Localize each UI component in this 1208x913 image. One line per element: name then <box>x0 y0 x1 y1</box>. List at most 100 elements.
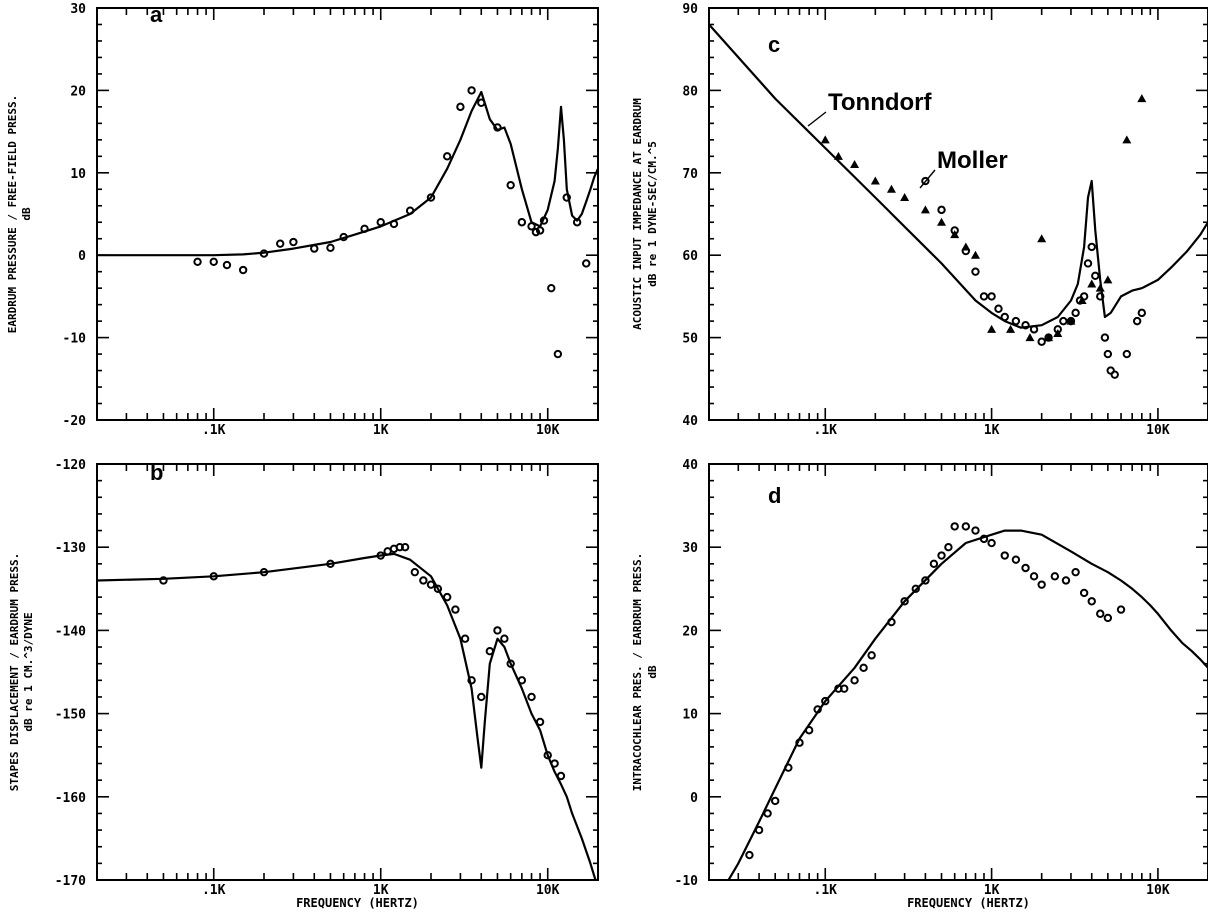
data-point-triangle <box>1006 324 1016 333</box>
data-point-circle <box>259 249 269 258</box>
data-point-circle <box>456 102 465 112</box>
data-point-circle <box>451 605 460 614</box>
data-point-triangle <box>1044 333 1054 342</box>
chart-panel-b: .1K 1K 10K -170 -160 -150 -140 -130 -120 STAPES D… <box>8 458 599 910</box>
data-point-circle <box>1110 370 1119 379</box>
data-point-circle <box>426 193 436 202</box>
data-point-circle <box>193 257 202 266</box>
data-point-circle <box>405 206 415 215</box>
data-point-triangle <box>920 205 930 214</box>
data-point-circle <box>1050 572 1060 581</box>
data-point-circle <box>1059 316 1068 326</box>
x-tick-label: 10K <box>536 883 560 898</box>
data-point-circle <box>376 218 385 227</box>
data-point-circle <box>339 232 348 242</box>
data-point-circle <box>1021 563 1030 573</box>
data-point-triangle <box>1066 316 1076 325</box>
data-point-circle <box>994 304 1003 313</box>
data-point-circle <box>426 580 436 589</box>
data-point-circle <box>804 726 814 735</box>
data-point-triangle <box>1087 279 1097 288</box>
panel-label: c <box>768 32 780 57</box>
panel-label: b <box>150 460 163 485</box>
data-point-circle <box>971 526 980 535</box>
data-point-circle <box>493 123 502 132</box>
data-point-circle <box>1000 551 1009 560</box>
data-point-circle <box>506 180 515 190</box>
x-tick-label: .1K <box>202 883 226 898</box>
data-point-triangle <box>1025 333 1035 342</box>
data-point-circle <box>1083 259 1093 268</box>
chart-panel-a: .1K 1K 10K -20 -10 0 10 20 30 EARDRUM PRESSURE / … <box>6 2 599 438</box>
data-point-circle <box>770 796 780 806</box>
x-tick-label: 10K <box>1146 883 1170 898</box>
data-point-circle <box>419 576 428 585</box>
data-point-circle <box>971 267 980 276</box>
data-point-circle <box>929 559 939 569</box>
model-curve <box>709 23 1208 329</box>
data-point-triangle <box>833 151 843 160</box>
data-point-circle <box>1029 572 1039 581</box>
data-point-circle <box>1096 609 1105 618</box>
data-point-circle <box>460 634 470 643</box>
data-point-triangle <box>950 230 960 239</box>
y-tick-label: 70 <box>682 167 698 182</box>
data-point-circle <box>1122 349 1132 359</box>
data-point-circle <box>1132 316 1142 326</box>
chart-panel-c: .1K 1K 10K 40 50 60 70 80 90 ACOUSTIC INPUT IMPED… <box>631 2 1208 438</box>
data-point-circle <box>389 219 399 229</box>
data-point-circle <box>517 218 527 227</box>
data-point-triangle <box>1077 296 1087 305</box>
data-point-circle <box>572 218 582 227</box>
data-point-triangle <box>970 250 980 259</box>
data-point-circle <box>442 152 452 161</box>
data-layer <box>97 543 597 880</box>
data-point-circle <box>209 572 218 581</box>
data-point-circle <box>493 626 502 635</box>
data-point-circle <box>467 86 476 95</box>
data-point-triangle <box>1103 275 1113 284</box>
annotation-moller: Moller <box>937 147 1008 174</box>
y-axis-title: INTRACOCHLEAR PRES. / EARDRUM PRESS. <box>631 553 644 791</box>
data-point-circle <box>275 239 285 248</box>
y-tick-label: 60 <box>682 249 698 264</box>
data-point-triangle <box>961 242 971 251</box>
data-point-circle <box>310 244 319 253</box>
y-tick-label: 50 <box>682 332 698 347</box>
data-point-circle <box>1087 597 1096 606</box>
data-point-circle <box>517 676 527 685</box>
y-tick-label: -170 <box>55 874 86 889</box>
data-point-circle <box>979 534 989 544</box>
x-tick-label: .1K <box>814 423 838 438</box>
x-tick-label: 1K <box>984 423 1000 438</box>
data-point-circle <box>900 597 909 606</box>
data-point-circle <box>209 257 218 266</box>
data-point-circle <box>921 576 930 585</box>
y-tick-label: 0 <box>690 791 698 806</box>
data-point-circle <box>222 260 232 270</box>
data-point-circle <box>1037 580 1046 589</box>
data-point-circle <box>784 763 793 772</box>
data-point-circle <box>477 98 486 107</box>
y-tick-label: 30 <box>70 2 86 17</box>
data-point-triangle <box>937 217 947 226</box>
data-point-circle <box>1061 576 1071 585</box>
data-point-circle <box>159 576 168 585</box>
leader-line <box>919 169 936 189</box>
data-point-circle <box>987 292 996 301</box>
data-point-circle <box>937 205 946 215</box>
data-point-circle <box>1011 555 1021 564</box>
data-point-circle <box>1103 349 1113 359</box>
data-point-circle <box>326 559 335 569</box>
data-point-circle <box>1000 312 1009 322</box>
x-tick-label: 1K <box>373 883 389 898</box>
y-tick-label: -10 <box>63 332 87 347</box>
data-point-circle <box>467 676 476 685</box>
y-axis-title: dB <box>20 207 33 221</box>
y-axis-title: dB re 1 CM.^3/DYNE <box>22 612 35 731</box>
y-tick-label: 10 <box>682 708 698 723</box>
data-point-circle <box>840 684 849 693</box>
data-point-triangle <box>850 160 860 169</box>
data-point-circle <box>582 259 591 268</box>
panel-label: a <box>150 2 163 27</box>
